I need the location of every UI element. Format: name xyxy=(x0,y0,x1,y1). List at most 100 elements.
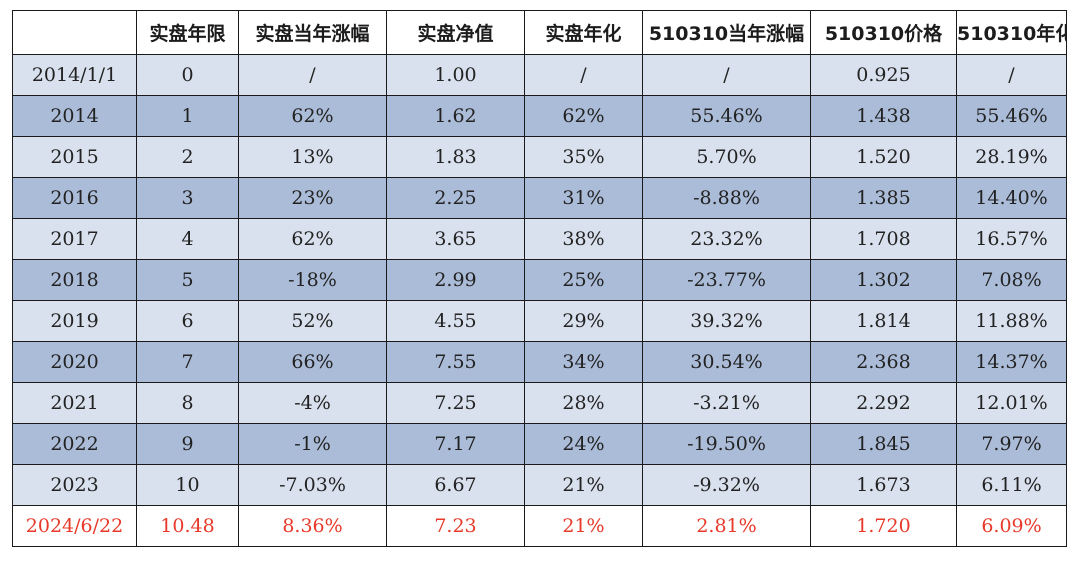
header-row: 实盘年限 实盘当年涨幅 实盘净值 实盘年化 510310当年涨幅 510310价… xyxy=(12,10,1067,55)
cell-annualized: 34% xyxy=(524,341,643,383)
cell-etf-price: 1.438 xyxy=(810,95,957,137)
cell-years: 6 xyxy=(136,300,239,342)
cell-etf-price: 1.520 xyxy=(810,136,957,178)
cell-nav: 4.55 xyxy=(386,300,525,342)
cell-years: 0 xyxy=(136,54,239,96)
cell-etf-annualized: 6.09% xyxy=(956,505,1067,547)
table-row: 2021 8 -4% 7.25 28% -3.21% 2.292 12.01% xyxy=(12,382,1067,424)
cell-annualized: 35% xyxy=(524,136,643,178)
cell-annual-gain: 62% xyxy=(238,95,387,137)
cell-annual-gain: -7.03% xyxy=(238,464,387,506)
cell-etf-price: 0.925 xyxy=(810,54,957,96)
cell-etf-price: 1.673 xyxy=(810,464,957,506)
cell-etf-price: 1.845 xyxy=(810,423,957,465)
header-cell-etf-price: 510310价格 xyxy=(810,10,957,55)
cell-nav: 3.65 xyxy=(386,218,525,260)
table-row: 2022 9 -1% 7.17 24% -19.50% 1.845 7.97% xyxy=(12,423,1067,465)
cell-date: 2020 xyxy=(12,341,137,383)
cell-etf-price: 1.302 xyxy=(810,259,957,301)
cell-etf-annualized: 6.11% xyxy=(956,464,1067,506)
cell-etf-annualized: 55.46% xyxy=(956,95,1067,137)
cell-etf-price: 1.385 xyxy=(810,177,957,219)
cell-etf-annual-gain: 2.81% xyxy=(642,505,811,547)
table-row-latest: 2024/6/22 10.48 8.36% 7.23 21% 2.81% 1.720 6.09… xyxy=(12,505,1067,547)
header-cell-years: 实盘年限 xyxy=(136,10,239,55)
cell-etf-annual-gain: 5.70% xyxy=(642,136,811,178)
header-cell-date xyxy=(12,10,137,55)
cell-years: 9 xyxy=(136,423,239,465)
header-cell-annualized: 实盘年化 xyxy=(524,10,643,55)
cell-etf-annualized: / xyxy=(956,54,1067,96)
table-row: 2023 10 -7.03% 6.67 21% -9.32% 1.673 6.11% xyxy=(12,464,1067,506)
cell-nav: 7.25 xyxy=(386,382,525,424)
cell-annual-gain: 66% xyxy=(238,341,387,383)
cell-date: 2024/6/22 xyxy=(12,505,137,547)
cell-annual-gain: -18% xyxy=(238,259,387,301)
cell-years: 8 xyxy=(136,382,239,424)
cell-etf-annualized: 7.08% xyxy=(956,259,1067,301)
cell-annualized: 62% xyxy=(524,95,643,137)
table-row: 2016 3 23% 2.25 31% -8.88% 1.385 14.40% xyxy=(12,177,1067,219)
table-row: 2014 1 62% 1.62 62% 55.46% 1.438 55.46% xyxy=(12,95,1067,137)
cell-etf-annual-gain: 39.32% xyxy=(642,300,811,342)
cell-annual-gain: 23% xyxy=(238,177,387,219)
cell-nav: 1.62 xyxy=(386,95,525,137)
cell-etf-annual-gain: -9.32% xyxy=(642,464,811,506)
cell-etf-annualized: 14.37% xyxy=(956,341,1067,383)
cell-years: 1 xyxy=(136,95,239,137)
cell-annualized: 21% xyxy=(524,505,643,547)
header-cell-nav: 实盘净值 xyxy=(386,10,525,55)
cell-nav: 6.67 xyxy=(386,464,525,506)
cell-annual-gain: -4% xyxy=(238,382,387,424)
cell-etf-annualized: 7.97% xyxy=(956,423,1067,465)
cell-nav: 2.99 xyxy=(386,259,525,301)
table-row: 2014/1/1 0/1.00//0.925/ xyxy=(12,54,1067,96)
table-row: 2015 2 13% 1.83 35% 5.70% 1.520 28.19% xyxy=(12,136,1067,178)
cell-etf-annualized: 11.88% xyxy=(956,300,1067,342)
cell-nav: 7.23 xyxy=(386,505,525,547)
header-cell-annual-gain: 实盘当年涨幅 xyxy=(238,10,387,55)
cell-annualized: 21% xyxy=(524,464,643,506)
cell-etf-annual-gain: -8.88% xyxy=(642,177,811,219)
cell-years: 3 xyxy=(136,177,239,219)
performance-table: 实盘年限 实盘当年涨幅 实盘净值 实盘年化 510310当年涨幅 510310价… xyxy=(12,10,1067,547)
cell-etf-price: 2.292 xyxy=(810,382,957,424)
cell-annual-gain: 13% xyxy=(238,136,387,178)
cell-etf-annual-gain: 55.46% xyxy=(642,95,811,137)
cell-etf-annual-gain: -23.77% xyxy=(642,259,811,301)
cell-date: 2019 xyxy=(12,300,137,342)
cell-date: 2014 xyxy=(12,95,137,137)
cell-date: 2023 xyxy=(12,464,137,506)
cell-date: 2016 xyxy=(12,177,137,219)
cell-etf-annual-gain: 23.32% xyxy=(642,218,811,260)
cell-annualized: 38% xyxy=(524,218,643,260)
cell-annual-gain: 62% xyxy=(238,218,387,260)
cell-years: 5 xyxy=(136,259,239,301)
cell-etf-annualized: 14.40% xyxy=(956,177,1067,219)
cell-etf-annualized: 12.01% xyxy=(956,382,1067,424)
cell-years: 2 xyxy=(136,136,239,178)
cell-etf-price: 1.814 xyxy=(810,300,957,342)
cell-date: 2022 xyxy=(12,423,137,465)
table-row: 2019 6 52% 4.55 29% 39.32% 1.814 11.88% xyxy=(12,300,1067,342)
header-cell-etf-annualized: 510310年化 xyxy=(956,10,1067,55)
cell-etf-annual-gain: 30.54% xyxy=(642,341,811,383)
cell-nav: 1.83 xyxy=(386,136,525,178)
cell-etf-annualized: 16.57% xyxy=(956,218,1067,260)
table-row: 2018 5 -18% 2.99 25% -23.77% 1.302 7.08% xyxy=(12,259,1067,301)
cell-date: 2017 xyxy=(12,218,137,260)
cell-nav: 7.17 xyxy=(386,423,525,465)
cell-etf-annual-gain: / xyxy=(642,54,811,96)
cell-etf-price: 1.708 xyxy=(810,218,957,260)
cell-annual-gain: -1% xyxy=(238,423,387,465)
table-row: 2017 4 62% 3.65 38% 23.32% 1.708 16.57% xyxy=(12,218,1067,260)
table-row: 2020 7 66% 7.55 34% 30.54% 2.368 14.37% xyxy=(12,341,1067,383)
cell-years: 10 xyxy=(136,464,239,506)
cell-annualized: 25% xyxy=(524,259,643,301)
cell-annualized: 28% xyxy=(524,382,643,424)
cell-years: 10.48 xyxy=(136,505,239,547)
cell-annualized: 24% xyxy=(524,423,643,465)
cell-annualized: / xyxy=(524,54,643,96)
cell-date: 2014/1/1 xyxy=(12,54,137,96)
